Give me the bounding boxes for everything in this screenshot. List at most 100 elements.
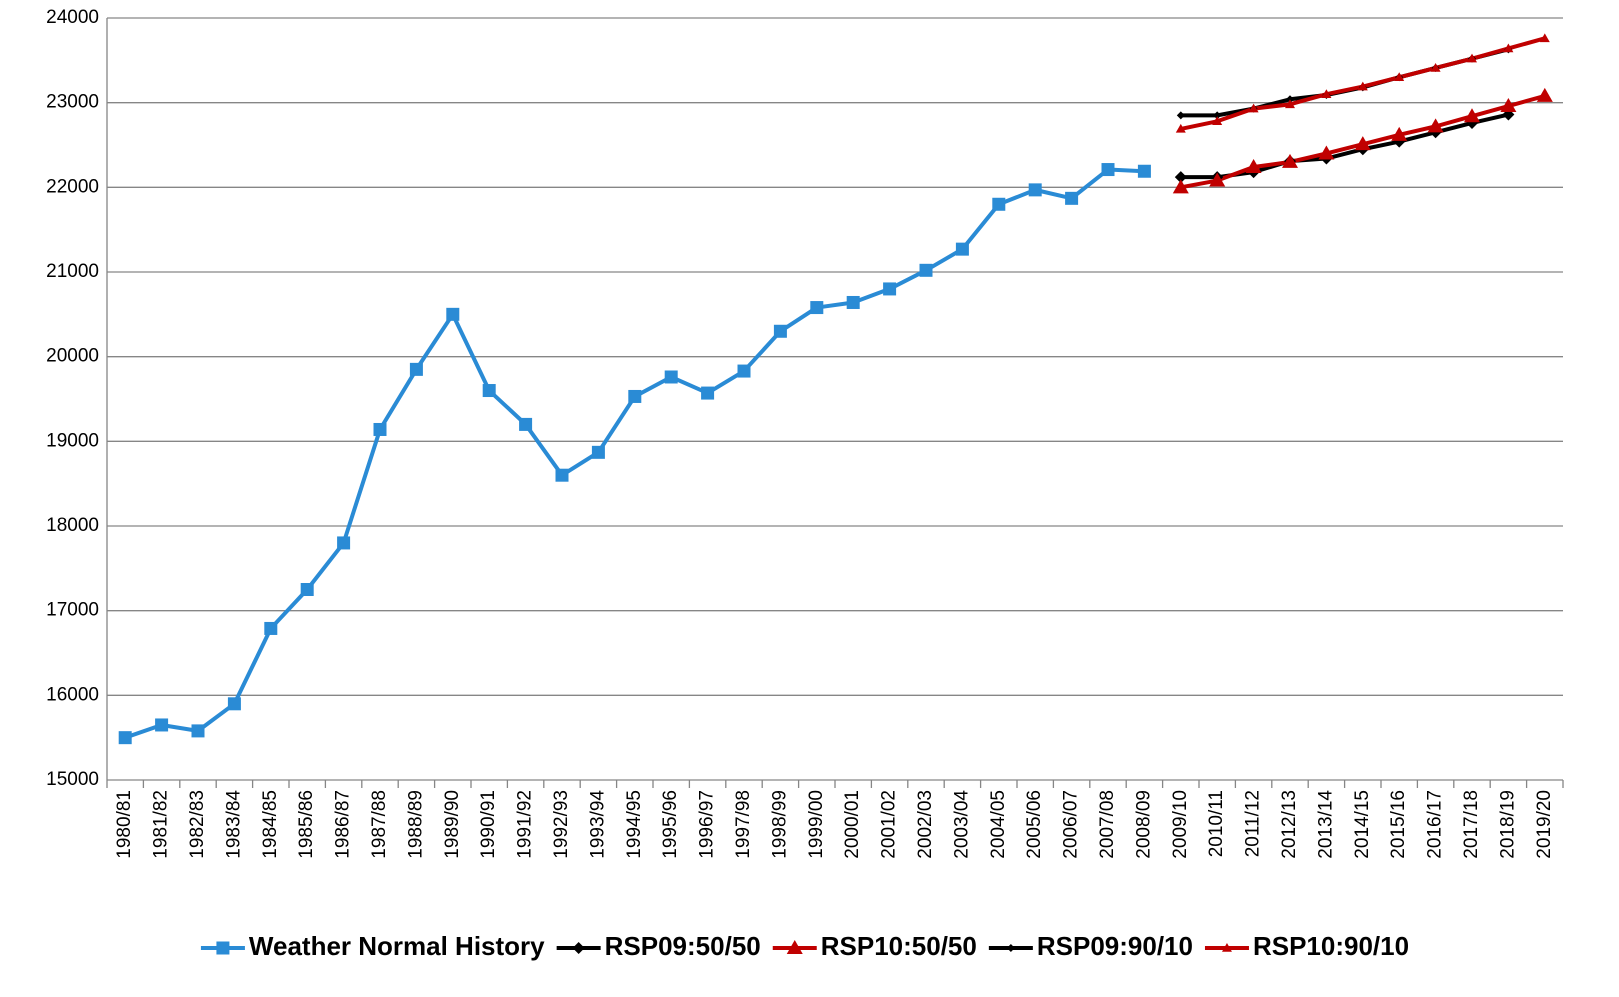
x-tick-label: 2009/10 — [1170, 790, 1191, 859]
marker — [701, 386, 715, 400]
x-tick-label: 2006/07 — [1061, 790, 1082, 859]
x-tick-label: 1995/96 — [660, 790, 681, 859]
marker — [373, 422, 387, 436]
x-tick-label: 2004/05 — [988, 790, 1009, 859]
x-tick-label: 1994/95 — [624, 790, 645, 859]
marker — [773, 324, 787, 338]
marker — [1175, 123, 1186, 133]
marker — [883, 282, 897, 296]
x-tick-label: 1993/94 — [587, 790, 608, 859]
x-tick-label: 1987/88 — [369, 790, 390, 859]
x-tick-label: 2017/18 — [1461, 790, 1482, 859]
x-tick-label: 2010/11 — [1206, 790, 1227, 857]
series-line — [1180, 112, 1509, 180]
x-tick-label: 1982/83 — [187, 790, 208, 859]
marker — [1318, 145, 1335, 160]
marker — [628, 389, 642, 403]
y-tick-label: 19000 — [46, 430, 99, 451]
marker — [1212, 116, 1223, 126]
marker — [786, 940, 803, 954]
marker — [810, 301, 824, 315]
marker — [737, 364, 751, 378]
marker — [1209, 172, 1226, 187]
x-tick-label: 1998/99 — [769, 790, 790, 859]
x-tick-label: 1991/92 — [515, 790, 536, 859]
x-tick-label: 1989/90 — [442, 790, 463, 859]
x-tick-label: 2007/08 — [1097, 790, 1118, 859]
x-tick-label: 2015/16 — [1388, 790, 1409, 859]
x-tick-label: 2018/19 — [1497, 790, 1518, 859]
x-tick-label: 1983/84 — [223, 790, 244, 859]
series-line — [1180, 47, 1509, 118]
marker — [955, 242, 969, 256]
marker — [216, 941, 230, 955]
x-tick-label: 2013/14 — [1315, 790, 1336, 859]
marker — [1176, 111, 1185, 120]
legend-label: RSP09:90/10 — [1037, 931, 1193, 961]
marker — [1503, 43, 1514, 53]
x-tick-label: 2016/17 — [1425, 790, 1446, 859]
marker — [1213, 111, 1222, 120]
x-tick-label: 1996/97 — [697, 790, 718, 859]
marker — [1065, 191, 1079, 205]
marker — [118, 731, 132, 745]
marker — [1245, 159, 1262, 174]
y-tick-label: 15000 — [46, 769, 99, 790]
x-tick-label: 1990/91 — [478, 790, 499, 859]
marker — [446, 307, 460, 321]
marker — [1536, 87, 1553, 102]
marker — [519, 417, 533, 431]
marker — [572, 942, 585, 954]
marker — [300, 583, 314, 596]
x-tick-label: 2011/12 — [1243, 790, 1264, 857]
x-tick-label: 1988/89 — [405, 790, 426, 859]
y-tick-label: 21000 — [46, 261, 99, 282]
marker — [992, 197, 1006, 211]
marker — [1006, 944, 1015, 952]
marker — [227, 697, 241, 711]
marker — [1427, 118, 1444, 133]
marker — [1430, 62, 1441, 72]
marker — [1282, 153, 1298, 168]
x-tick-label: 1986/87 — [333, 790, 354, 859]
y-tick-label: 23000 — [46, 92, 99, 113]
y-tick-label: 17000 — [46, 600, 99, 621]
x-tick-label: 2019/20 — [1534, 790, 1555, 859]
marker — [1394, 72, 1405, 82]
marker — [191, 724, 205, 738]
y-tick-label: 18000 — [46, 515, 99, 536]
legend-label: RSP10:90/10 — [1253, 931, 1409, 961]
marker — [1028, 183, 1042, 197]
marker — [591, 445, 605, 459]
marker — [1137, 164, 1151, 178]
y-tick-label: 24000 — [46, 7, 99, 28]
x-tick-label: 1980/81 — [114, 790, 135, 859]
marker — [1321, 89, 1332, 98]
marker — [664, 370, 678, 384]
marker — [846, 295, 860, 309]
x-tick-label: 2000/01 — [842, 790, 863, 859]
marker — [1467, 53, 1477, 63]
x-tick-label: 1992/93 — [551, 790, 572, 859]
marker — [1500, 98, 1517, 113]
x-tick-label: 1985/86 — [296, 790, 317, 859]
x-tick-label: 1984/85 — [260, 790, 281, 859]
x-tick-label: 1997/98 — [733, 790, 754, 859]
marker — [264, 621, 278, 635]
series-line — [124, 167, 1145, 740]
marker — [155, 718, 169, 732]
x-tick-label: 2008/09 — [1133, 790, 1154, 859]
marker — [1286, 95, 1294, 104]
x-tick-label: 2014/15 — [1352, 790, 1373, 859]
marker — [409, 362, 423, 376]
marker — [919, 263, 933, 277]
y-tick-label: 16000 — [46, 684, 99, 705]
marker — [1101, 163, 1115, 177]
legend-label: Weather Normal History — [249, 931, 545, 961]
x-tick-label: 1999/00 — [806, 790, 827, 859]
marker — [1354, 136, 1371, 151]
x-tick-label: 2001/02 — [879, 790, 900, 859]
marker — [1221, 943, 1232, 952]
marker — [1357, 81, 1368, 91]
